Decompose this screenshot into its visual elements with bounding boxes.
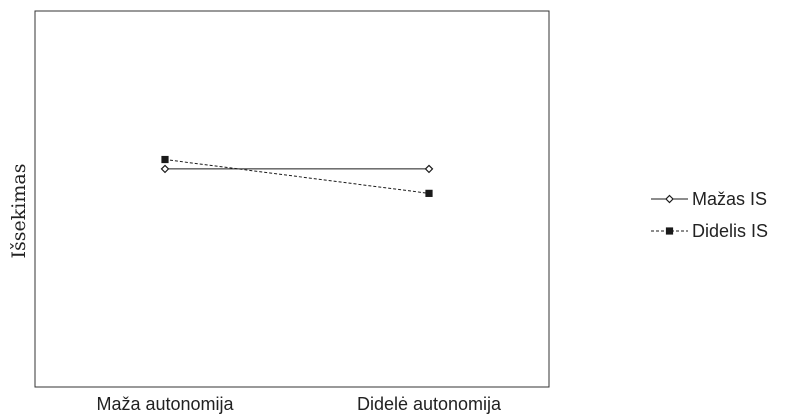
x-tick-label: Maža autonomija: [96, 394, 234, 414]
legend-label: Didelis IS: [692, 221, 768, 241]
legend-marker: [665, 227, 674, 235]
legend-label: Mažas IS: [692, 189, 767, 209]
plot-area-frame: [34, 10, 550, 388]
legend-item: Mažas IS: [651, 189, 767, 209]
legend: Mažas IS Didelis IS: [651, 189, 768, 241]
series-2: [161, 155, 433, 197]
data-point: [160, 164, 170, 174]
data-point: [161, 155, 169, 164]
data-point: [424, 164, 434, 174]
legend-marker: [665, 194, 674, 204]
x-tick-label: Didelė autonomija: [357, 394, 502, 414]
legend-item: Didelis IS: [651, 221, 768, 241]
data-point: [425, 189, 433, 197]
x-tick-labels: Maža autonomija Didelė autonomija: [96, 394, 502, 414]
series-line: [164, 159, 430, 194]
series-1: [160, 164, 434, 174]
series-layer: [160, 155, 434, 197]
y-axis-label: Išsekimas: [8, 164, 30, 259]
